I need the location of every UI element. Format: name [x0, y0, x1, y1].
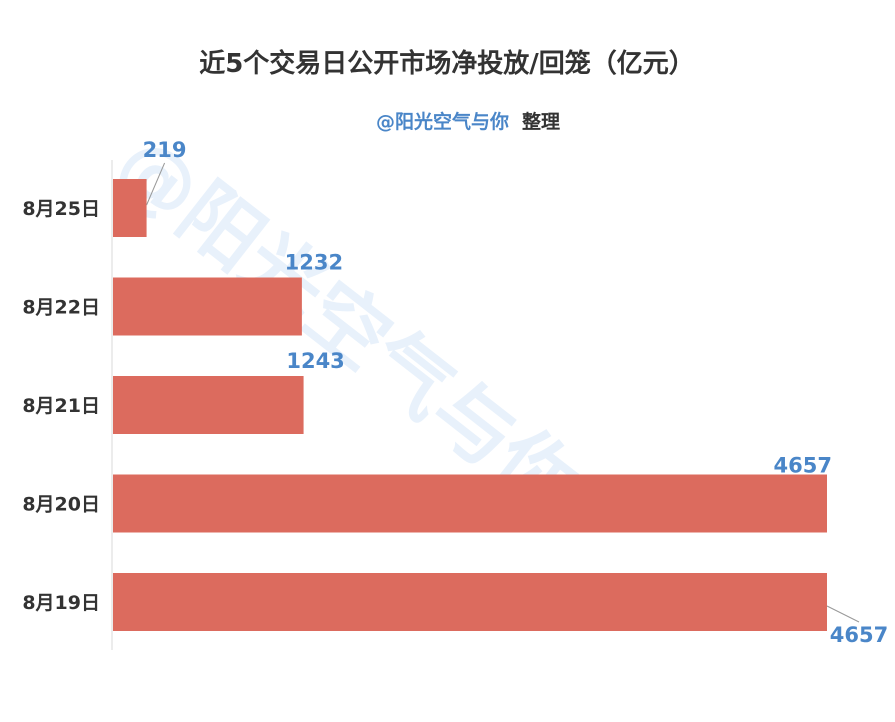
data-label: 4657: [830, 623, 888, 647]
category-tick-label: 8月21日: [22, 395, 100, 417]
category-tick-label: 8月19日: [22, 592, 100, 614]
data-label: 1243: [286, 349, 344, 373]
bar: [113, 376, 304, 434]
bar: [113, 474, 827, 533]
bars: [113, 179, 827, 631]
leader-line: [826, 605, 860, 623]
data-labels: 219 1232 1243 4657 4657: [143, 138, 889, 647]
bar: [113, 179, 147, 237]
subtitle-handle: @阳光空气与你: [376, 110, 509, 133]
bar: [113, 573, 827, 631]
bar: [113, 277, 302, 336]
data-label: 1232: [285, 251, 343, 275]
category-tick-label: 8月25日: [22, 198, 100, 220]
chart-subtitle: @阳光空气与你 整理: [376, 110, 560, 133]
data-label: 4657: [774, 454, 832, 478]
category-ticks: 8月25日 8月22日 8月21日 8月20日 8月19日: [22, 198, 100, 614]
category-tick-label: 8月20日: [22, 494, 100, 516]
subtitle-suffix: 整理: [522, 110, 560, 133]
chart-title: 近5个交易日公开市场净投放/回笼（亿元）: [199, 48, 695, 79]
data-label: 219: [143, 138, 187, 162]
leader-line: [146, 162, 166, 206]
category-tick-label: 8月22日: [22, 297, 100, 319]
